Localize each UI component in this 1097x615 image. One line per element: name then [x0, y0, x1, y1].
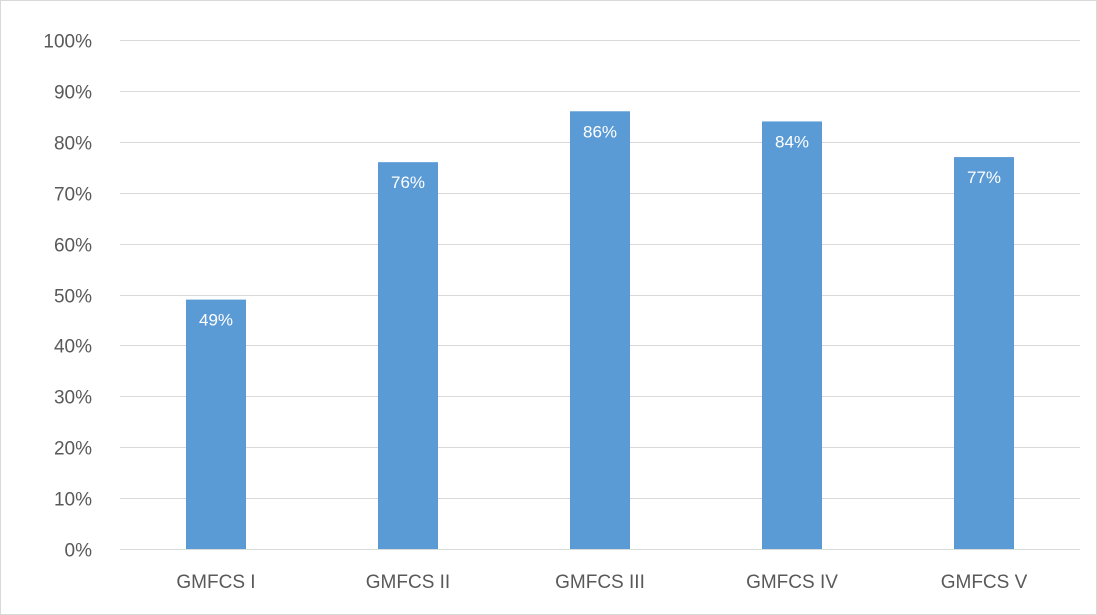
y-tick-label: 100% [43, 32, 92, 53]
data-label: 77% [967, 168, 1001, 187]
bar [762, 121, 822, 549]
bar-series [186, 111, 1014, 549]
data-labels: 49% 76% 86% 84% 77% [199, 122, 1001, 329]
y-tick-label: 80% [54, 134, 92, 155]
data-label: 76% [391, 173, 425, 192]
y-tick-label: 70% [54, 185, 92, 206]
x-category-label: GMFCS II [366, 572, 450, 593]
data-label: 49% [199, 311, 233, 330]
x-category-label: GMFCS III [555, 572, 645, 593]
y-tick-label: 90% [54, 83, 92, 104]
bar [186, 299, 246, 549]
x-category-label: GMFCS V [941, 572, 1028, 593]
y-tick-label: 50% [54, 287, 92, 308]
data-label: 86% [583, 122, 617, 141]
x-category-label: GMFCS I [176, 572, 255, 593]
data-label: 84% [775, 132, 809, 151]
y-tick-label: 0% [65, 541, 93, 562]
y-tick-label: 60% [54, 236, 92, 257]
x-axis-category-labels: GMFCS I GMFCS II GMFCS III GMFCS IV GMFCS V [176, 572, 1027, 593]
y-tick-label: 40% [54, 337, 92, 358]
y-tick-label: 10% [54, 490, 92, 511]
y-axis-tick-labels: 0% 10% 20% 30% 40% 50% 60% 70% 80% 90% 100% [43, 32, 92, 562]
y-tick-label: 30% [54, 388, 92, 409]
bar [570, 111, 630, 549]
x-category-label: GMFCS IV [746, 572, 838, 593]
y-tick-label: 20% [54, 439, 92, 460]
bar [954, 157, 1014, 549]
bar [378, 162, 438, 549]
